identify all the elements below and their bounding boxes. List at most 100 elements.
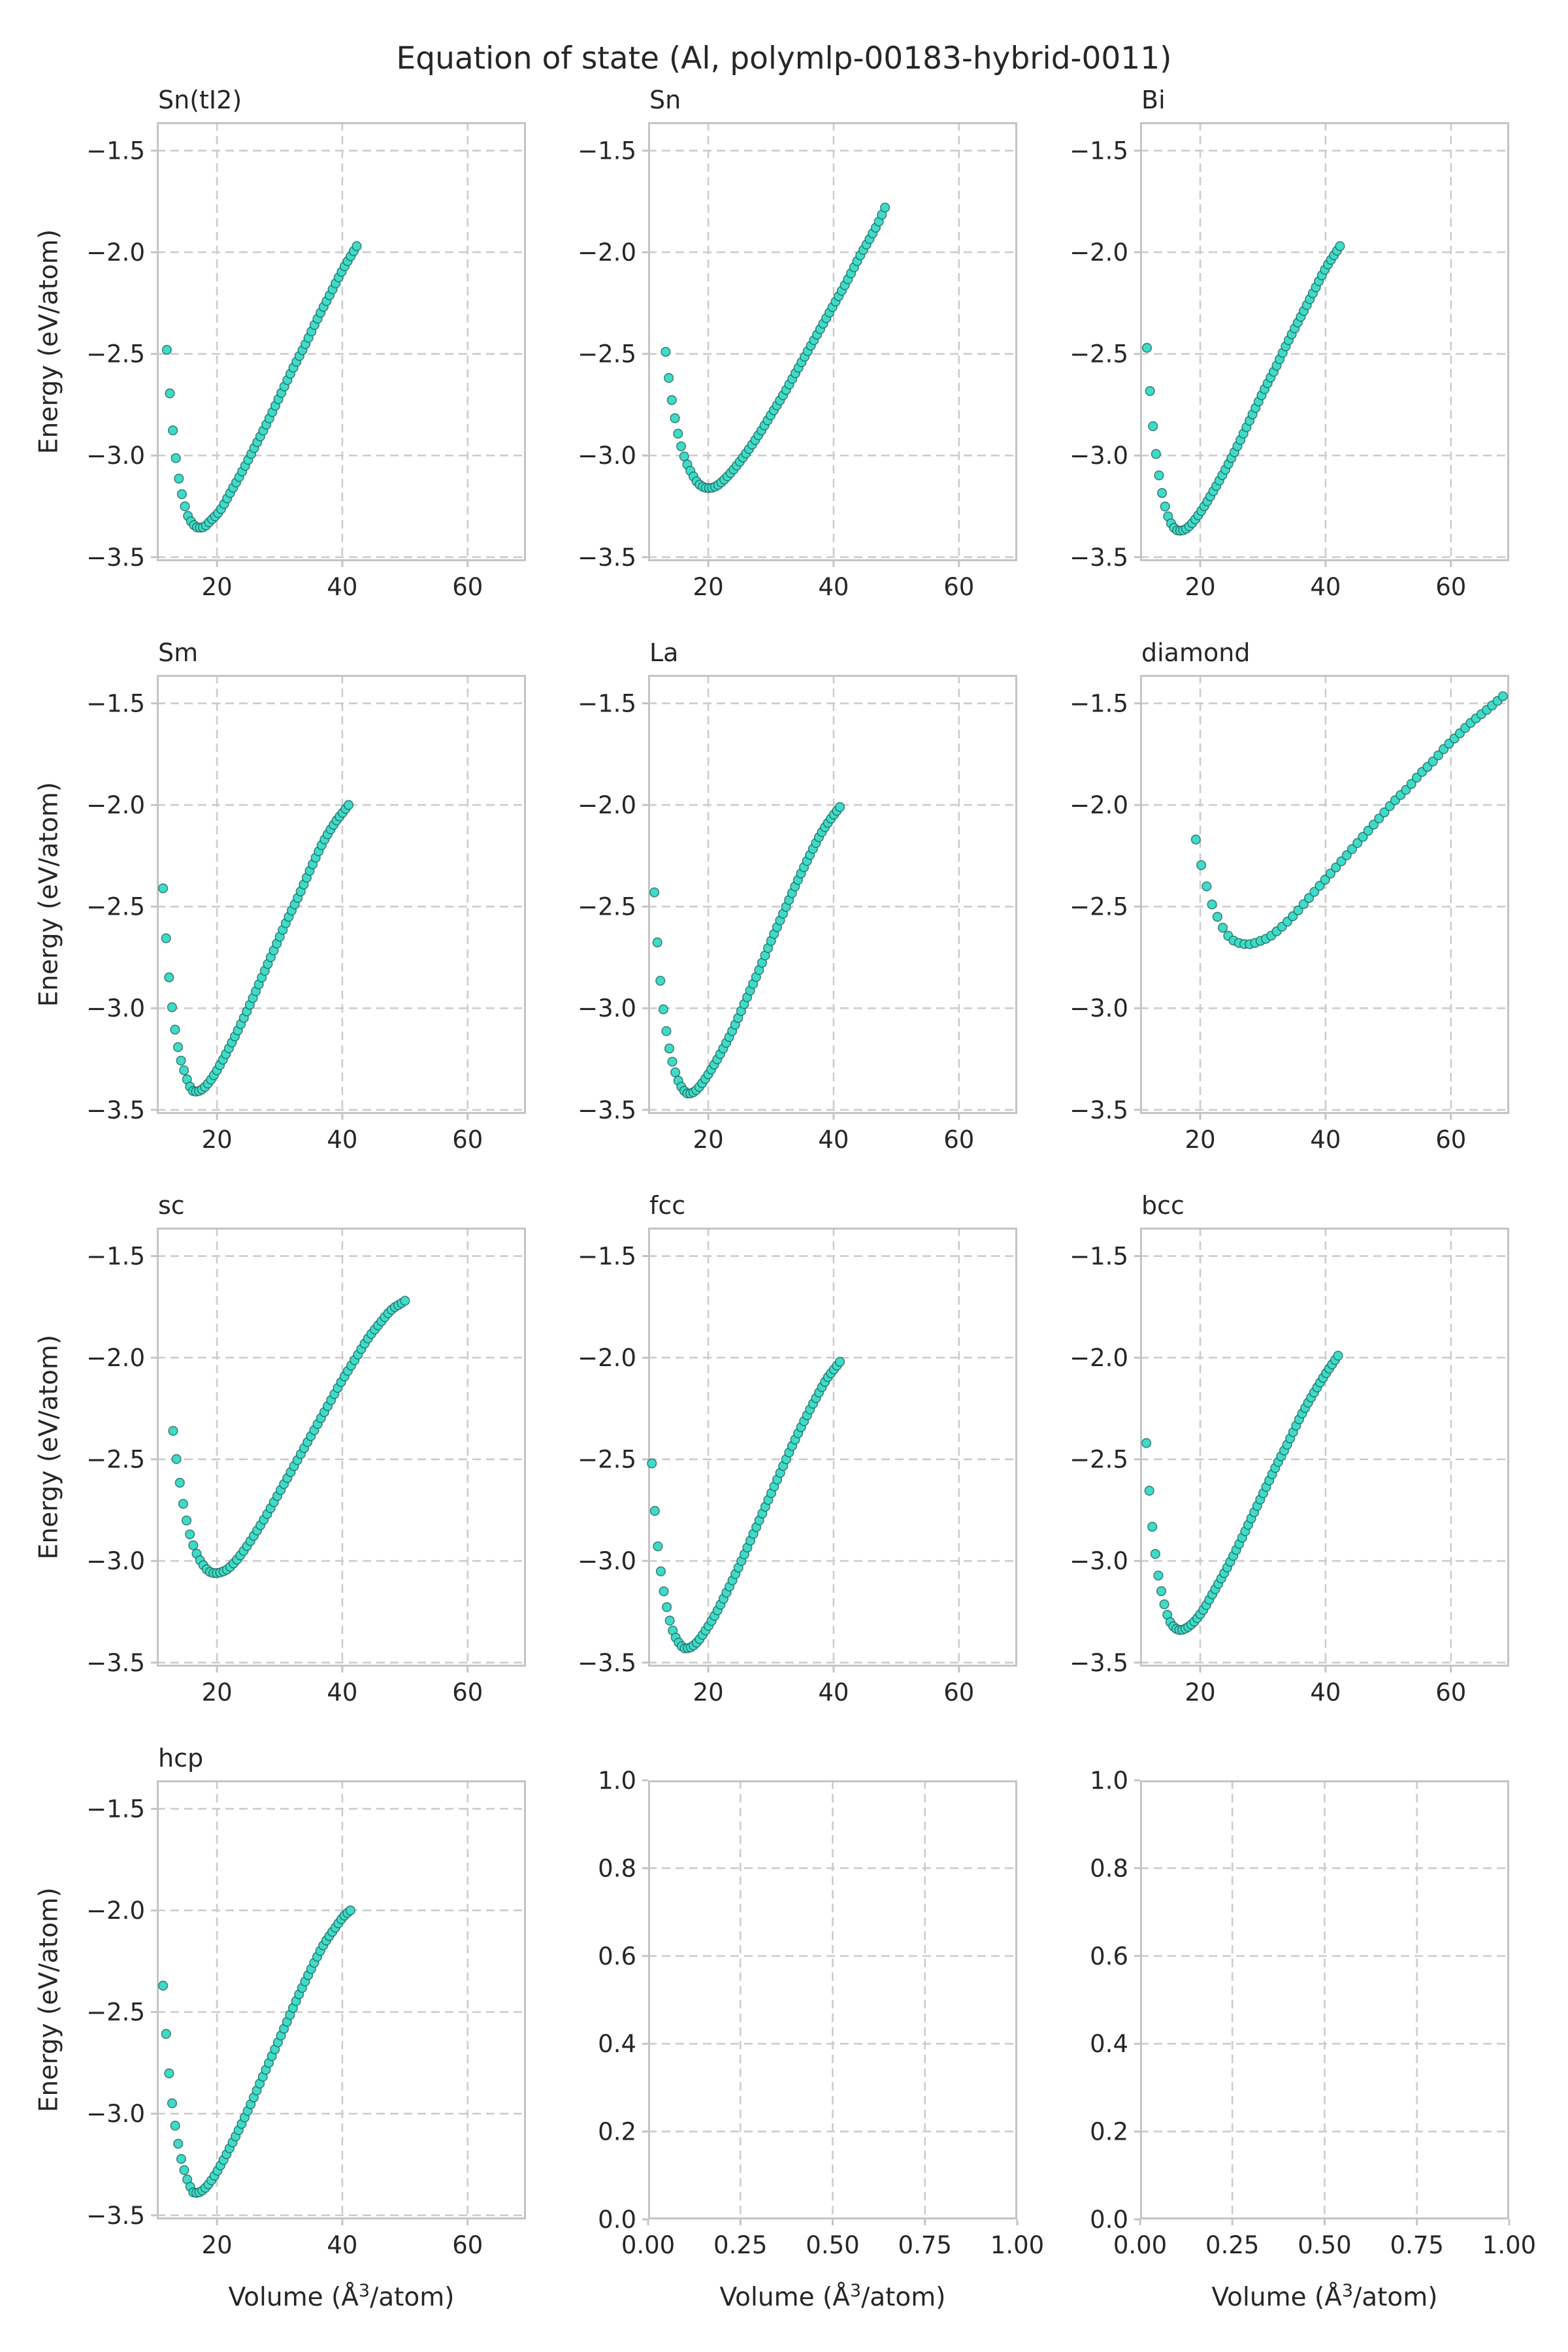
x-axis-label: Volume (Å3/atom) [228,2281,455,2312]
eos-scatter-point [170,2120,180,2131]
eos-scatter-point [1157,487,1168,498]
y-tick-label: −2.0 [578,791,636,819]
eos-scatter-point [1145,385,1155,397]
x-tick-label: 0.25 [713,2231,767,2259]
y-tick-label: −3.0 [86,442,145,470]
eos-scatter-point [670,1067,681,1077]
y-tick-label: −3.5 [1070,544,1128,572]
y-tick-label: 0.6 [1090,1942,1128,1970]
eos-scatter-point [1159,1599,1169,1610]
eos-scatter-point [1374,813,1384,824]
eos-scatter-point [164,972,174,983]
x-tick-label: 40 [1310,1126,1341,1154]
figure-title: Equation of state (Al, polymlp-00183-hyb… [396,41,1172,76]
plot-area-sc: 20 40 60 −1.5 −2.0 −2.5 −3.0 −3.5 [86,1228,526,1707]
eos-scatter-point [165,388,175,399]
eos-scatter-point [649,1505,660,1516]
eos-scatter-point [1325,868,1336,879]
axes-spine [157,122,526,561]
eos-curve-bcc [1141,1350,1343,1635]
eos-scatter-point [1368,819,1379,830]
y-tick-label: −3.5 [578,1096,636,1124]
eos-scatter-point [1347,844,1358,855]
eos-scatter-point [167,425,178,436]
y-tick-label: −1.5 [1070,1243,1128,1271]
eos-scatter-point [178,1499,188,1509]
eos-scatter-point [659,1586,669,1597]
eos-scatter-point [1148,421,1158,431]
eos-scatter-point [161,933,171,943]
eos-scatter-point [1156,1586,1167,1597]
eos-scatter-point [1352,838,1363,848]
eos-scatter-point [1428,756,1438,767]
y-tick-label: −2.0 [86,1344,145,1372]
x-tick-label: 20 [202,1678,233,1707]
eos-scatter-point [172,1042,184,1053]
x-tick-label: 40 [818,1126,849,1154]
x-tick-label: 20 [202,573,233,601]
y-tick-label: 0.4 [1090,2030,1128,2058]
eos-scatter-point [1190,834,1201,845]
y-tick-label: −1.5 [86,1795,145,1823]
subplot-title-Bi: Bi [1141,86,1166,114]
y-tick-label: −3.5 [86,1649,145,1677]
eos-scatter-point [188,1540,199,1550]
eos-curve-diamond [1190,691,1509,949]
eos-scatter-point [834,802,845,812]
y-tick-label: −2.5 [86,340,145,368]
eos-scatter-point [664,1043,675,1054]
x-tick-label: 60 [452,1126,483,1154]
x-tick-label: 40 [818,573,849,601]
x-tick-label: 60 [943,1126,974,1154]
y-tick-label: −3.0 [578,1547,636,1575]
subplot-title-La: La [649,638,679,667]
eos-scatter-point [1151,449,1162,459]
axes-spine [1140,122,1509,561]
y-tick-label: 0.8 [1090,1854,1128,1882]
y-tick-label: −3.0 [86,1547,145,1575]
eos-scatter-point [1153,1570,1164,1581]
subplot-title-Sn(tI2): Sn(tI2) [158,86,242,114]
axes-spine [1140,675,1509,1114]
x-tick-label: 60 [943,1678,974,1707]
plot-area-Sm: 20 40 60 −1.5 −2.0 −2.5 −3.0 −3.5 [86,675,526,1154]
y-tick-label: −3.0 [1070,442,1128,470]
eos-scatter-point [1433,750,1444,760]
y-tick-label: −2.5 [578,893,636,921]
x-tick-label: 60 [1435,1126,1466,1154]
eos-curve-Bi [1141,241,1345,536]
x-tick-label: 40 [327,573,357,601]
eos-scatter-point [647,1458,657,1469]
plot-area-Sn: 20 40 60 −1.5 −2.0 −2.5 −3.0 −3.5 [578,122,1017,601]
y-tick-label: −3.0 [1070,1547,1128,1575]
subplot-title-Sm: Sm [158,638,199,667]
eos-scatter-point [1309,887,1320,897]
eos-scatter-point [661,1602,672,1612]
eos-scatter-point [655,1566,666,1576]
eos-scatter-point [1497,691,1509,702]
y-axis-label: Energy (eV/atom) [34,229,64,455]
x-tick-label: 60 [452,2231,483,2259]
plot-area-hcp: 20 40 60 −1.5 −2.0 −2.5 −3.0 −3.5 [86,1780,526,2259]
y-tick-label: −3.5 [86,1096,145,1124]
y-tick-label: −3.5 [1070,1649,1128,1677]
y-axis-label: Energy (eV/atom) [34,781,64,1007]
eos-scatter-point [667,1056,678,1067]
eos-scatter-point [1218,923,1228,933]
plot-area-Sn(tI2): 20 40 60 −1.5 −2.0 −2.5 −3.0 −3.5 [86,122,526,601]
eos-scatter-point [1333,1350,1343,1361]
y-tick-label: −2.0 [86,238,145,267]
y-tick-label: −1.5 [1070,137,1128,165]
y-tick-label: −1.5 [86,1243,145,1271]
y-tick-label: 0.0 [1090,2206,1128,2234]
eos-scatter-point [1147,1522,1158,1532]
x-tick-label: 60 [943,573,974,601]
axes-spine [1140,1780,1509,2219]
x-tick-label: 20 [693,1678,724,1707]
y-tick-label: −2.5 [578,1446,636,1474]
eos-scatter-point [1141,342,1152,353]
y-tick-label: 0.2 [1090,2118,1128,2146]
x-tick-label: 20 [202,2231,233,2259]
eos-scatter-point [1363,825,1373,836]
